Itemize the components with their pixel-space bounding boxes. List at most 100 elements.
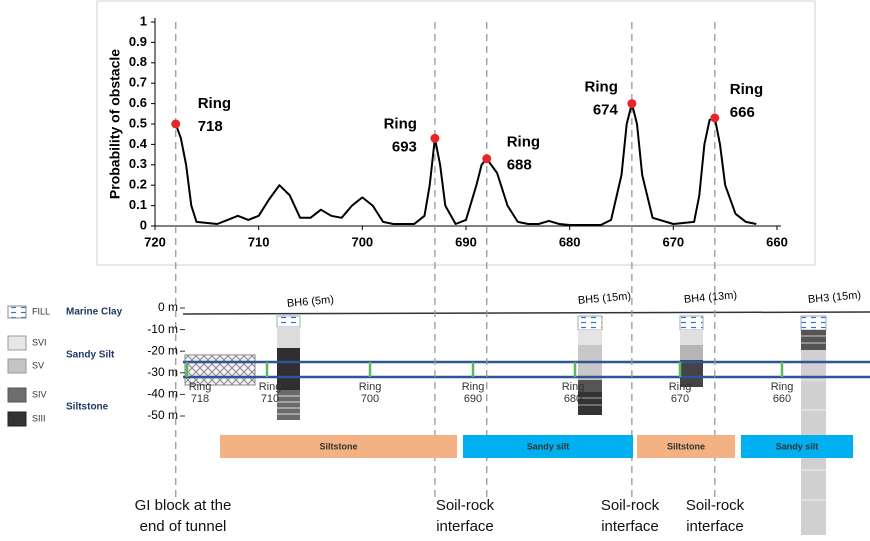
- x-tick-label: 690: [455, 234, 477, 249]
- peak-label-line: 688: [507, 157, 532, 174]
- ring-label-line: Ring: [562, 381, 585, 393]
- legend-item: SIV: [32, 389, 47, 399]
- legend-swatch: [8, 412, 26, 426]
- borehole: [277, 316, 300, 420]
- peak-label-line: 674: [593, 102, 619, 119]
- depth-tick-label: -30 m: [147, 365, 178, 379]
- borehole: [801, 316, 826, 535]
- y-axis-label: Probability of obstacle: [107, 49, 123, 199]
- legend-group: Marine Clay: [66, 307, 123, 318]
- legend-swatch: [8, 388, 26, 402]
- y-tick-label: 0.2: [129, 177, 147, 192]
- y-tick-label: 0.5: [129, 115, 147, 130]
- annotation-line: interface: [601, 518, 659, 535]
- peak-label: Ring 666: [730, 81, 763, 121]
- ring-label-line: Ring: [771, 381, 794, 393]
- peak-label: Ring 674: [585, 79, 619, 119]
- ring-label-line: 680: [564, 393, 582, 405]
- peak-marker: [482, 154, 491, 163]
- annotation-line: Soil-rock: [686, 497, 745, 514]
- legend-group: Sandy Silt: [66, 350, 115, 361]
- peak-label-line: Ring: [585, 79, 618, 96]
- y-tick-label: 1: [140, 13, 147, 28]
- x-tick-label: 670: [662, 234, 684, 249]
- ring-label: Ring700: [359, 381, 382, 405]
- x-tick-label: 720: [144, 234, 166, 249]
- peak-label: Ring 718: [198, 95, 231, 135]
- borehole-label: BH6 (5m): [286, 294, 334, 310]
- x-tick-label: 710: [248, 234, 270, 249]
- ring-label-line: 690: [464, 393, 482, 405]
- ring-label-line: 660: [773, 393, 791, 405]
- peak-marker: [627, 99, 636, 108]
- borehole-label: BH4 (13m): [683, 289, 737, 306]
- y-tick-label: 0.8: [129, 54, 147, 69]
- stratum-label: Sandy silt: [527, 441, 570, 451]
- annotation-line: GI block at the: [135, 497, 232, 514]
- annotation: Soil-rock interface: [686, 497, 745, 535]
- ring-label-line: 700: [361, 393, 379, 405]
- peak-marker: [710, 113, 719, 122]
- peak-marker: [430, 134, 439, 143]
- ring-label-line: 670: [671, 393, 689, 405]
- ring-label-line: Ring: [189, 381, 212, 393]
- y-tick-label: 0.6: [129, 95, 147, 110]
- ring-label-line: 710: [261, 393, 279, 405]
- peak-label: Ring 693: [384, 115, 417, 155]
- ring-label-line: Ring: [669, 381, 692, 393]
- annotation: Soil-rock interface: [436, 497, 495, 535]
- annotation-line: Soil-rock: [436, 497, 495, 514]
- depth-tick-label: -40 m: [147, 387, 178, 401]
- stratum-label: Siltstone: [667, 441, 705, 451]
- legend-item: SIII: [32, 413, 46, 423]
- depth-tick-label: 0 m: [158, 300, 178, 314]
- annotation: GI block at the end of tunnel: [135, 497, 232, 535]
- borehole-label: BH3 (15m): [807, 289, 861, 306]
- x-tick-label: 680: [559, 234, 581, 249]
- stratum-label: Sandy silt: [776, 441, 819, 451]
- legend-swatch: [8, 306, 26, 318]
- legend-swatch: [8, 336, 26, 350]
- ring-label-line: Ring: [359, 381, 382, 393]
- legend-swatch: [8, 359, 26, 373]
- ground-line: [183, 312, 870, 314]
- y-tick-label: 0: [140, 217, 147, 232]
- y-tick-label: 0.3: [129, 156, 147, 171]
- figure: Probability of obstacle: [0, 0, 870, 536]
- depth-tick-label: -50 m: [147, 408, 178, 422]
- peak-marker: [171, 120, 180, 129]
- legend-item: SV: [32, 360, 44, 370]
- line-series: [176, 104, 757, 225]
- legend-group: Siltstone: [66, 402, 109, 413]
- borehole-label: BH5 (15m): [577, 290, 631, 307]
- peak-label-line: 666: [730, 104, 755, 121]
- ring-label-line: Ring: [259, 381, 282, 393]
- annotation-line: interface: [436, 518, 494, 535]
- depth-tick-label: -10 m: [147, 322, 178, 336]
- peak-label-line: Ring: [384, 115, 417, 132]
- stratum-label: Siltstone: [319, 441, 357, 451]
- depth-tick-label: -20 m: [147, 343, 178, 357]
- peak-label-line: Ring: [198, 95, 231, 112]
- x-tick-label: 700: [351, 234, 373, 249]
- legend-item: FILL: [32, 306, 50, 316]
- peak-label-line: Ring: [730, 81, 763, 98]
- ring-label-line: 718: [191, 393, 209, 405]
- peak-label-line: 718: [198, 118, 223, 135]
- x-tick-label: 660: [766, 234, 788, 249]
- annotation-line: interface: [686, 518, 744, 535]
- y-tick-label: 0.9: [129, 34, 147, 49]
- y-tick-label: 0.4: [129, 136, 148, 151]
- legend-item: SVI: [32, 337, 47, 347]
- annotation-line: end of tunnel: [140, 518, 227, 535]
- peak-label-line: 693: [392, 138, 417, 155]
- y-tick-label: 0.1: [129, 197, 147, 212]
- y-tick-label: 0.7: [129, 75, 147, 90]
- annotation-line: Soil-rock: [601, 497, 660, 514]
